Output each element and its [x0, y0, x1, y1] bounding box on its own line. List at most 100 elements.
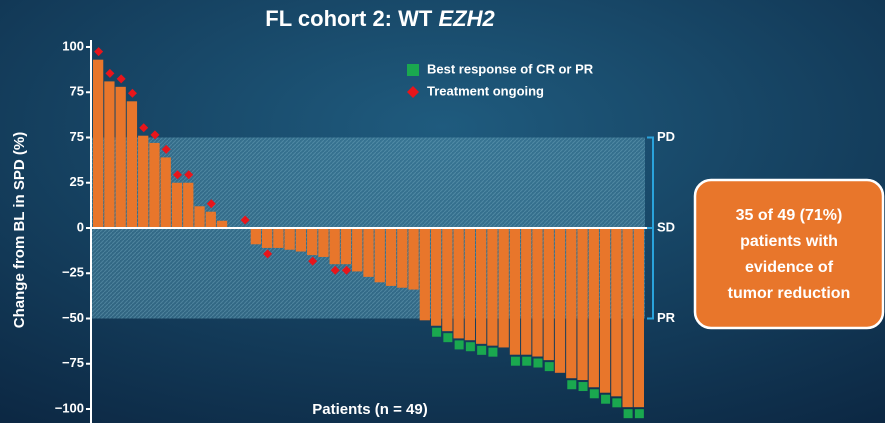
cr-pr-marker	[567, 380, 577, 390]
bar	[532, 228, 543, 357]
bar	[205, 211, 216, 228]
annotation-text: 35 of 49 (71%)	[736, 207, 843, 224]
bar	[476, 228, 487, 344]
bar	[611, 228, 622, 397]
bar	[554, 228, 566, 373]
bar	[419, 228, 430, 321]
ongoing-marker	[116, 74, 126, 84]
band-label: PD	[657, 129, 675, 144]
bar	[284, 228, 295, 250]
cr-pr-marker	[477, 345, 487, 355]
ongoing-marker	[105, 68, 115, 78]
ongoing-marker	[240, 215, 250, 225]
y-tick-label: −25	[62, 265, 84, 280]
bar	[171, 182, 183, 228]
annotation-text: patients with	[740, 233, 838, 250]
y-tick-label: 0	[77, 219, 84, 234]
y-axis-label: Change from BL in SPD (%)	[11, 132, 28, 328]
bar	[138, 135, 149, 228]
bar	[183, 182, 194, 228]
bar	[521, 228, 532, 355]
annotation-background	[693, 178, 885, 330]
cr-pr-marker	[454, 340, 464, 350]
annotation-text: tumor reduction	[728, 285, 851, 302]
ongoing-marker	[263, 249, 273, 259]
bar	[149, 142, 160, 228]
ongoing-marker	[127, 88, 137, 98]
bar	[363, 228, 374, 277]
cr-pr-marker	[578, 382, 588, 392]
cr-pr-marker	[533, 358, 543, 368]
bar	[543, 228, 554, 361]
band-label: PR	[657, 310, 676, 325]
cr-pr-marker	[488, 347, 498, 357]
bar	[352, 228, 363, 272]
cr-pr-marker	[544, 362, 554, 372]
bar	[329, 228, 340, 265]
annotation-box	[693, 178, 885, 330]
bar	[498, 228, 509, 348]
cr-pr-marker	[601, 394, 611, 404]
ongoing-marker	[94, 47, 104, 57]
bar	[487, 228, 498, 346]
ongoing-marker	[341, 265, 351, 275]
bar	[295, 228, 307, 252]
y-tick-label: 100	[62, 38, 84, 53]
cr-pr-marker	[522, 356, 532, 366]
cr-pr-marker	[443, 333, 453, 343]
bar	[633, 228, 644, 408]
bar	[464, 228, 476, 341]
ongoing-marker	[206, 199, 216, 209]
bar	[93, 59, 104, 228]
bar	[577, 228, 588, 381]
ongoing-marker	[150, 130, 160, 140]
ongoing-marker	[184, 170, 194, 180]
bar	[397, 228, 408, 288]
legend-label: Treatment ongoing	[427, 83, 544, 98]
legend-swatch	[407, 64, 419, 76]
bar	[261, 228, 273, 248]
bar	[115, 86, 126, 228]
bar	[216, 220, 228, 228]
cr-pr-marker	[634, 409, 644, 419]
bar	[250, 228, 261, 245]
bar	[588, 228, 599, 388]
cr-pr-marker	[432, 327, 442, 337]
bar	[126, 101, 138, 228]
bar	[104, 81, 115, 228]
bar	[442, 228, 453, 332]
y-tick-label: −100	[55, 400, 84, 415]
bar	[430, 228, 442, 326]
legend-swatch	[407, 86, 419, 98]
cr-pr-marker	[465, 342, 475, 352]
cr-pr-marker	[612, 398, 622, 408]
y-tick-label: 75	[70, 84, 84, 99]
ongoing-marker	[161, 144, 171, 154]
ongoing-marker	[172, 170, 182, 180]
cr-pr-marker	[510, 356, 520, 366]
y-tick-label: −50	[62, 310, 84, 325]
bar	[385, 228, 397, 286]
x-axis-label: Patients (n = 49)	[312, 401, 427, 418]
bar	[509, 228, 521, 355]
annotation-text: evidence of	[745, 259, 834, 276]
bar	[599, 228, 611, 393]
y-tick-label: 25	[70, 174, 84, 189]
cr-pr-marker	[623, 409, 633, 419]
legend-label: Best response of CR or PR	[427, 61, 594, 76]
chart-title: FL cohort 2: WT EZH2	[265, 6, 495, 31]
bar	[408, 228, 419, 290]
bar	[566, 228, 577, 379]
bar	[307, 228, 318, 256]
band-label: SD	[657, 219, 675, 234]
ongoing-marker	[330, 265, 340, 275]
bar	[318, 228, 329, 257]
ongoing-marker	[308, 256, 318, 266]
bar	[194, 206, 205, 228]
cr-pr-marker	[589, 389, 599, 399]
ongoing-marker	[139, 123, 149, 133]
y-tick-label: 75	[70, 129, 84, 144]
bar	[340, 228, 352, 265]
y-tick-label: −75	[62, 355, 84, 370]
